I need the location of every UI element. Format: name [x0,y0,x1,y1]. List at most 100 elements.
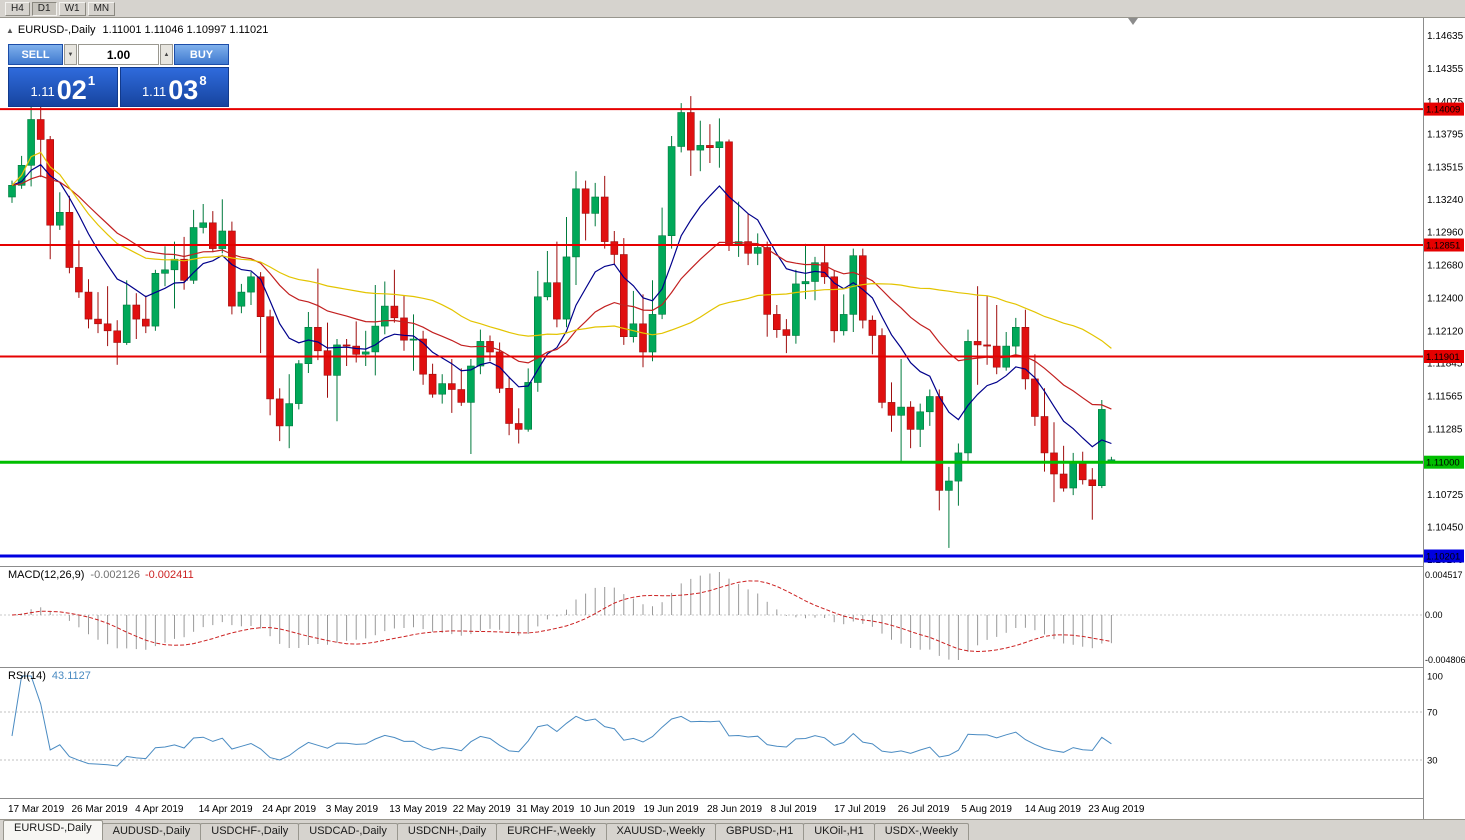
time-axis-label: 23 Aug 2019 [1088,804,1145,815]
time-axis-label: 31 May 2019 [516,804,574,815]
ma-line-45 [11,151,1112,349]
macd-axis-label: -0.004806 [1425,655,1465,665]
rsi-axis-label: 70 [1427,708,1438,719]
time-axis-label: 8 Jul 2019 [771,804,818,815]
macd-name: MACD(12,26,9) [8,569,85,581]
volume-increase-button[interactable]: ▲ [160,44,173,65]
price-axis-label: 1.14635 [1427,31,1464,42]
macd-main-value: -0.002126 [90,569,140,581]
chart-symbol-label: EURUSD-,Daily [17,24,96,36]
price-axis-label: 1.14355 [1427,64,1464,75]
rsi-line [11,675,1112,767]
price-axis-label: 1.12680 [1427,261,1464,272]
timeframe-button-mn[interactable]: MN [87,1,116,16]
one-click-top-row: SELL ▼ ▲ BUY [8,44,229,65]
price-axis-label: 1.11565 [1427,391,1463,402]
price-axis: 1.14635 1.14355 1.14075 1.13795 1.13515 1.132… [1424,31,1464,566]
chart-tab[interactable]: EURCHF-,Weekly [496,823,607,840]
chart-shift-marker-icon[interactable] [1128,18,1138,25]
price-axis-label: 1.14075 [1427,97,1464,108]
volume-input[interactable] [78,44,159,65]
ma-line-25 [11,175,1112,410]
ohlc-values: 1.11001 1.11046 1.10997 1.11021 [102,24,269,36]
horizontal-level-lines[interactable] [0,108,1423,558]
timeframe-toolbar: H4 D1 W1 MN [0,0,1465,18]
time-axis-label: 14 Apr 2019 [199,804,253,815]
chart-tab[interactable]: USDCHF-,Daily [200,823,300,840]
pane-separators [0,17,1424,820]
time-axis-label: 17 Mar 2019 [8,804,65,815]
rsi-pane: 100 70 30 [0,672,1443,767]
time-axis-label: 13 May 2019 [389,804,447,815]
time-axis-label: 22 May 2019 [453,804,511,815]
price-axis-label: 1.12400 [1427,293,1464,304]
timeframe-button-h4[interactable]: H4 [5,1,30,16]
bid-big-digits: 02 [56,75,87,105]
svg-text:1.14009: 1.14009 [1426,105,1460,116]
collapse-panel-icon[interactable]: ▲ [6,26,14,35]
bid-prefix: 1.11 [30,84,55,99]
chart-tab[interactable]: EURUSD-,Daily [3,820,103,840]
rsi-name: RSI(14) [8,670,46,682]
rsi-axis-label: 30 [1427,756,1438,767]
chart-tab[interactable]: XAUUSD-,Weekly [605,823,716,840]
price-level-tag [1424,102,1464,116]
time-axis-label: 26 Jul 2019 [898,804,950,815]
svg-text:1.12851: 1.12851 [1426,241,1460,252]
timeframe-button-d1[interactable]: D1 [31,1,57,16]
time-axis-label: 14 Aug 2019 [1025,804,1082,815]
macd-pane: 0.004517 0.00 -0.004806 [0,570,1465,665]
chart-tab[interactable]: USDX-,Weekly [873,823,969,840]
one-click-price-row: 1.11 02 1 1.11 03 8 [8,67,229,107]
sell-price-display[interactable]: 1.11 02 1 [8,67,118,107]
macd-signal-value: -0.002411 [144,569,194,581]
price-axis-label: 1.11285 [1427,424,1463,435]
macd-axis-label: 0.00 [1425,610,1443,620]
price-level-tag [1424,455,1464,469]
chart-tab[interactable]: GBPUSD-,H1 [714,823,805,840]
price-level-tag [1424,238,1464,252]
candlestick-series [8,96,1116,548]
rsi-indicator-label: RSI(14) 43.1127 [8,670,91,682]
price-axis-label: 1.10725 [1427,490,1464,501]
time-axis-label: 17 Jul 2019 [834,804,886,815]
macd-signal-line [11,580,1112,653]
moving-average-lines [11,151,1112,448]
price-level-tag [1424,549,1464,563]
price-axis-label: 1.13240 [1427,195,1464,206]
ask-big-digits: 03 [168,75,199,105]
chart-ohlc-readout: ▲ EURUSD-,Daily 1.11001 1.11046 1.10997 1.… [6,24,268,36]
time-axis: 17 Mar 2019 26 Mar 2019 4 Apr 2019 14 Apr 2… [8,804,1145,815]
chart-tab[interactable]: UKOil-,H1 [803,823,875,840]
svg-text:1.11000: 1.11000 [1426,458,1460,469]
rsi-value: 43.1127 [51,670,91,682]
chart-tabs-bar: EURUSD-,Daily AUDUSD-,Daily USDCHF-,Daily U… [0,819,1465,840]
chart-tab[interactable]: USDCAD-,Daily [298,823,398,840]
time-axis-label: 5 Aug 2019 [961,804,1012,815]
chart-tab[interactable]: USDCNH-,Daily [396,823,498,840]
time-axis-label: 26 Mar 2019 [72,804,129,815]
macd-indicator-label: MACD(12,26,9) -0.002126 -0.002411 [8,569,194,581]
time-axis-label: 24 Apr 2019 [262,804,316,815]
time-axis-label: 10 Jun 2019 [580,804,635,815]
timeframe-button-w1[interactable]: W1 [58,1,86,16]
price-axis-label: 1.13795 [1427,130,1464,141]
svg-text:1.10201: 1.10201 [1426,552,1460,563]
sell-button[interactable]: SELL [8,44,63,65]
chart-tab[interactable]: AUDUSD-,Daily [101,823,202,840]
svg-text:1.11901: 1.11901 [1426,352,1460,363]
price-axis-label: 1.11845 [1427,359,1463,370]
buy-price-display[interactable]: 1.11 03 8 [119,67,229,107]
price-level-tag [1424,350,1464,363]
ma-line-10 [11,163,1112,448]
bid-pip-digit: 1 [87,73,96,88]
price-axis-label: 1.12960 [1427,228,1464,239]
time-axis-label: 3 May 2019 [326,804,379,815]
ask-prefix: 1.11 [141,84,167,99]
buy-button[interactable]: BUY [174,44,229,65]
time-axis-label: 19 Jun 2019 [644,804,699,815]
volume-decrease-button[interactable]: ▼ [64,44,77,65]
macd-axis-label: 0.004517 [1425,570,1463,580]
